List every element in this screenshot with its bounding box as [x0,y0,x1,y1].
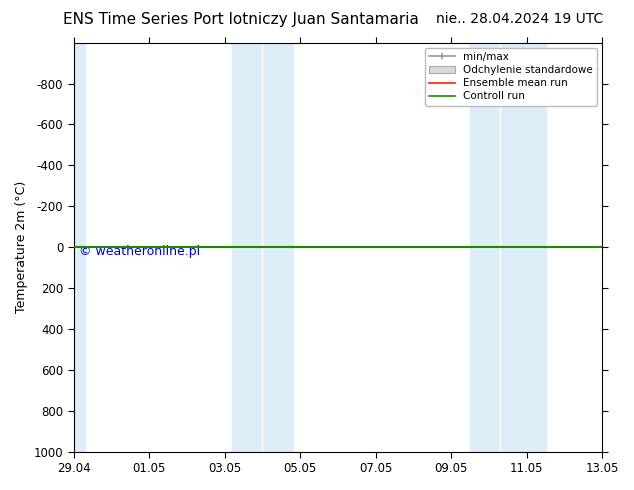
Text: ENS Time Series Port lotniczy Juan Santamaria: ENS Time Series Port lotniczy Juan Santa… [63,12,419,27]
Legend: min/max, Odchylenie standardowe, Ensemble mean run, Controll run: min/max, Odchylenie standardowe, Ensembl… [425,48,597,105]
Bar [500,43,546,452]
Text: © weatheronline.pl: © weatheronline.pl [79,245,200,258]
Text: nie.. 28.04.2024 19 UTC: nie.. 28.04.2024 19 UTC [436,12,604,26]
Bar [262,43,293,452]
Y-axis label: Temperature 2m (°C): Temperature 2m (°C) [15,181,28,313]
Bar [232,43,262,452]
Bar [470,43,500,452]
Bar [73,43,85,452]
